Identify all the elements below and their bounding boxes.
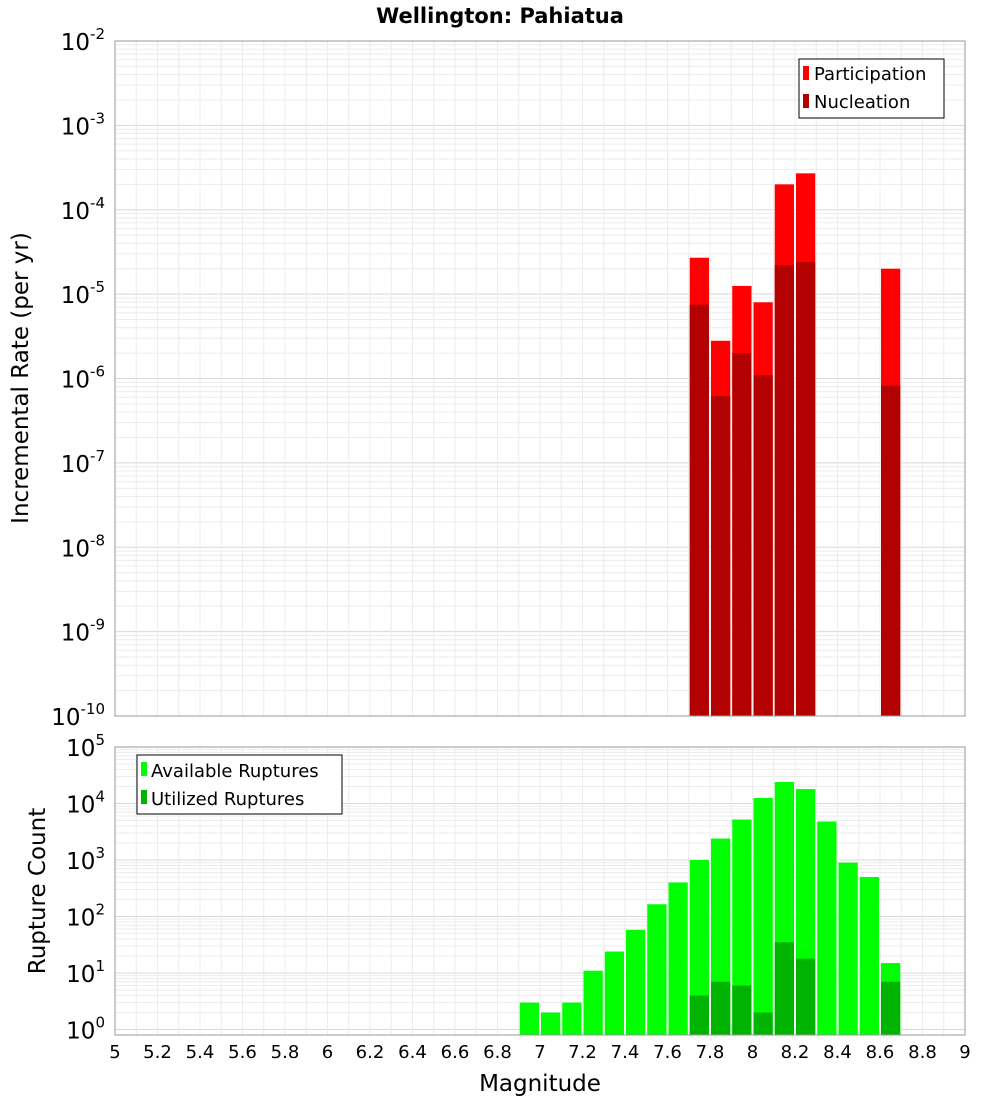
x-tick-label: 8 bbox=[747, 1042, 758, 1063]
x-tick-label: 7.8 bbox=[696, 1042, 725, 1063]
utilized-ruptures-bar bbox=[689, 995, 709, 1035]
utilized-ruptures-bar bbox=[732, 985, 752, 1035]
bottom-y-tick-label: 105 bbox=[66, 731, 105, 762]
top-legend-box bbox=[798, 58, 945, 119]
available-ruptures-bar bbox=[817, 821, 837, 1035]
bottom-y-tick-label: 102 bbox=[66, 901, 105, 932]
top-y-tick-label: 10-5 bbox=[61, 278, 105, 309]
available-ruptures-bar bbox=[519, 1002, 539, 1035]
bottom-y-tick-label: 101 bbox=[66, 957, 105, 988]
available-ruptures-bar bbox=[668, 882, 688, 1035]
x-tick-label: 6.2 bbox=[356, 1042, 385, 1063]
available-ruptures-bar bbox=[732, 819, 752, 1035]
bottom-y-tick-label: 103 bbox=[66, 844, 105, 875]
legend-label-utilized: Utilized Ruptures bbox=[151, 789, 304, 810]
x-tick-label: 5 bbox=[109, 1042, 120, 1063]
chart-title: Wellington: Pahiatua bbox=[376, 4, 624, 28]
legend-swatch-utilized bbox=[141, 790, 147, 804]
utilized-ruptures-bar bbox=[881, 981, 901, 1035]
bottom-y-tick-label: 104 bbox=[66, 788, 105, 819]
bottom-bars bbox=[519, 782, 901, 1035]
x-tick-label: 8.2 bbox=[781, 1042, 810, 1063]
x-axis-label: Magnitude bbox=[479, 1071, 601, 1097]
x-tick-label: 6.8 bbox=[483, 1042, 512, 1063]
top-legend: Participation Nucleation bbox=[798, 58, 945, 119]
top-y-tick-label: 10-4 bbox=[61, 194, 105, 225]
utilized-ruptures-bar bbox=[753, 1012, 773, 1035]
x-tick-label: 9 bbox=[959, 1042, 970, 1063]
nucleation-bar bbox=[774, 265, 794, 716]
x-tick-label: 5.4 bbox=[186, 1042, 215, 1063]
utilized-ruptures-bar bbox=[711, 981, 731, 1035]
x-tick-label: 6.4 bbox=[398, 1042, 427, 1063]
nucleation-bar bbox=[796, 262, 816, 716]
utilized-ruptures-bar bbox=[774, 942, 794, 1035]
legend-label-available: Available Ruptures bbox=[151, 761, 319, 782]
available-ruptures-bar bbox=[753, 798, 773, 1035]
available-ruptures-bar bbox=[689, 860, 709, 1035]
nucleation-bar bbox=[711, 396, 731, 716]
x-tick-label: 7.2 bbox=[568, 1042, 597, 1063]
legend-swatch-nucleation bbox=[803, 94, 809, 108]
available-ruptures-bar bbox=[541, 1012, 561, 1035]
bottom-legend: Available Ruptures Utilized Ruptures bbox=[136, 754, 343, 815]
legend-swatch-available bbox=[141, 762, 147, 776]
x-tick-label: 6 bbox=[322, 1042, 333, 1063]
bottom-y-tick-label: 100 bbox=[66, 1014, 105, 1045]
top-y-tick-labels: 10-10 10-9 10-8 10-7 10-6 10-5 10-4 10-3 10-2 bbox=[51, 25, 105, 731]
nucleation-bar bbox=[753, 375, 773, 716]
bottom-y-tick-labels: 100 101 102 103 104 105 bbox=[66, 731, 105, 1045]
top-y-tick-label: 10-8 bbox=[61, 531, 105, 562]
available-ruptures-bar bbox=[583, 970, 603, 1035]
top-y-tick-label: 10-3 bbox=[61, 109, 105, 140]
x-tick-label: 6.6 bbox=[441, 1042, 470, 1063]
available-ruptures-bar bbox=[647, 904, 667, 1035]
nucleation-bar bbox=[689, 304, 709, 716]
legend-label-nucleation: Nucleation bbox=[814, 92, 910, 113]
top-plot-frame bbox=[114, 40, 966, 717]
nucleation-bar bbox=[732, 353, 752, 716]
bottom-legend-box bbox=[136, 754, 343, 815]
bottom-y-axis-label: Rupture Count bbox=[25, 808, 51, 974]
top-gridlines bbox=[114, 41, 966, 717]
x-tick-labels: 5 5.2 5.4 5.6 5.8 6 6.2 6.4 6.6 6.8 7 7.2 7.4 7.6 7.8 8… bbox=[109, 1042, 970, 1063]
nucleation-bar bbox=[881, 385, 901, 716]
x-tick-label: 5.6 bbox=[228, 1042, 257, 1063]
top-y-tick-label: 10-10 bbox=[51, 700, 105, 731]
available-ruptures-bar bbox=[562, 1002, 582, 1035]
bottom-plot-frame bbox=[114, 746, 966, 1036]
x-tick-label: 5.8 bbox=[271, 1042, 300, 1063]
x-tick-label: 7.4 bbox=[611, 1042, 640, 1063]
top-y-tick-label: 10-6 bbox=[61, 363, 105, 394]
top-y-tick-label: 10-7 bbox=[61, 447, 105, 478]
x-tick-label: 8.8 bbox=[908, 1042, 937, 1063]
top-bars bbox=[689, 173, 901, 717]
legend-swatch-participation bbox=[803, 66, 809, 80]
x-tick-label: 5.2 bbox=[143, 1042, 172, 1063]
top-y-tick-label: 10-9 bbox=[61, 616, 105, 647]
utilized-ruptures-bar bbox=[796, 958, 816, 1035]
x-tick-label: 8.4 bbox=[823, 1042, 852, 1063]
available-ruptures-bar bbox=[604, 951, 624, 1035]
x-tick-label: 8.6 bbox=[866, 1042, 895, 1063]
top-y-axis-label: Incremental Rate (per yr) bbox=[8, 232, 34, 524]
available-ruptures-bar bbox=[626, 929, 646, 1035]
x-tick-label: 7.6 bbox=[653, 1042, 682, 1063]
legend-label-participation: Participation bbox=[814, 64, 926, 85]
top-y-tick-label: 10-2 bbox=[61, 25, 105, 56]
available-ruptures-bar bbox=[838, 862, 858, 1035]
x-tick-label: 7 bbox=[534, 1042, 545, 1063]
available-ruptures-bar bbox=[859, 877, 879, 1035]
